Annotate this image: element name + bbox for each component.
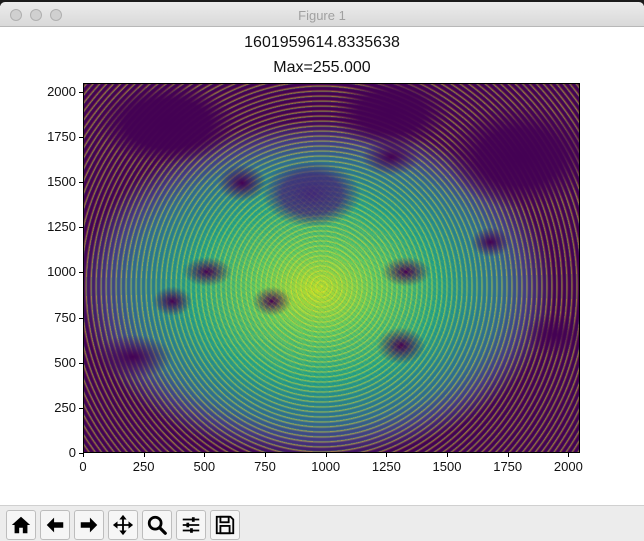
figure-title: 1601959614.8335638 xyxy=(244,34,400,51)
minimize-window-button[interactable] xyxy=(30,9,42,21)
x-tick-label: 1750 xyxy=(493,459,523,474)
x-tick-mark xyxy=(265,453,266,457)
y-tick-label: 250 xyxy=(54,399,76,415)
y-tick-mark xyxy=(79,453,83,454)
x-tick-label: 0 xyxy=(79,459,87,474)
y-tick-label: 1750 xyxy=(47,128,76,144)
heatmap-image[interactable] xyxy=(83,83,580,453)
y-tick-mark xyxy=(79,227,83,229)
y-tick-label: 0 xyxy=(68,445,76,460)
y-tick-label: 500 xyxy=(54,354,76,370)
y-tick-label: 1000 xyxy=(47,264,76,280)
window-titlebar[interactable]: Figure 1 xyxy=(0,2,644,27)
save-icon xyxy=(215,515,235,535)
close-window-button[interactable] xyxy=(10,9,22,21)
y-tick-label: 2000 xyxy=(47,83,76,99)
y-tick-label: 1250 xyxy=(47,219,76,235)
y-tick-label: 1500 xyxy=(47,174,76,189)
y-tick-mark xyxy=(79,182,83,183)
x-tick-mark xyxy=(204,453,206,457)
x-tick-mark xyxy=(83,453,84,457)
x-tick-mark xyxy=(325,453,327,457)
pan-button[interactable] xyxy=(108,510,138,540)
configure-subplots-icon xyxy=(182,517,200,533)
save-button[interactable] xyxy=(210,510,240,540)
x-tick-label: 1000 xyxy=(311,459,341,474)
y-tick-mark xyxy=(79,317,83,319)
y-tick-label: 750 xyxy=(54,309,76,325)
figure-subtitle: Max=255.000 xyxy=(273,59,371,76)
window-title: Figure 1 xyxy=(298,8,346,23)
forward-arrow-icon xyxy=(80,517,98,533)
y-tick-mark xyxy=(79,91,83,93)
back-arrow-icon xyxy=(46,517,64,533)
zoom-button[interactable] xyxy=(142,510,172,540)
forward-button[interactable] xyxy=(74,510,104,540)
back-button[interactable] xyxy=(40,510,70,540)
pan-icon xyxy=(112,514,134,536)
x-tick-mark xyxy=(386,453,388,457)
x-tick-label: 2000 xyxy=(553,459,583,474)
x-tick-mark xyxy=(447,453,448,457)
y-tick-mark xyxy=(79,407,83,409)
configure-subplots-button[interactable] xyxy=(176,510,206,540)
y-tick-mark xyxy=(79,272,83,274)
home-button[interactable] xyxy=(6,510,36,540)
navigation-toolbar xyxy=(0,505,644,541)
maximize-window-button[interactable] xyxy=(50,9,62,21)
x-tick-mark xyxy=(507,453,509,457)
y-tick-mark xyxy=(79,136,83,138)
x-tick-label: 1500 xyxy=(432,459,462,474)
x-tick-label: 1250 xyxy=(371,459,401,474)
x-tick-mark xyxy=(568,453,570,457)
zoom-icon xyxy=(147,515,167,535)
home-icon xyxy=(11,516,31,534)
y-tick-mark xyxy=(79,362,83,364)
x-tick-label: 750 xyxy=(254,459,276,474)
x-tick-label: 250 xyxy=(132,459,155,474)
x-tick-mark xyxy=(143,453,145,457)
x-tick-label: 500 xyxy=(193,459,216,474)
